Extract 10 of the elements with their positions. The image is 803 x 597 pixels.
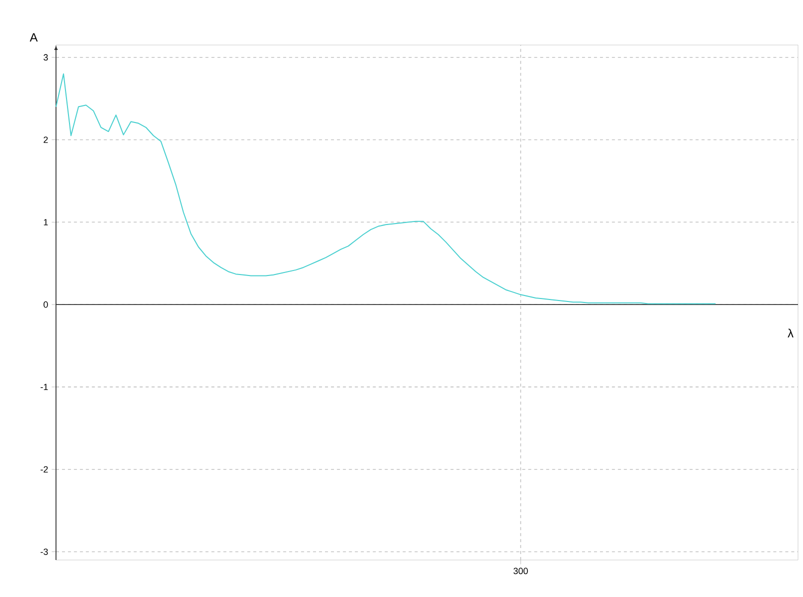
y-tick-label: 3 [44,54,48,61]
y-tick-label: 2 [44,136,48,143]
y-axis-title: A [30,33,38,42]
y-tick-label: 1 [44,219,48,226]
y-tick-label: -3 [40,548,48,555]
y-tick-label: -1 [40,384,48,390]
x-tick-label: 300 [514,568,528,574]
y-tick-label: 0 [44,301,48,308]
x-axis-title: λ [788,328,794,338]
y-tick-label: -2 [40,466,48,472]
